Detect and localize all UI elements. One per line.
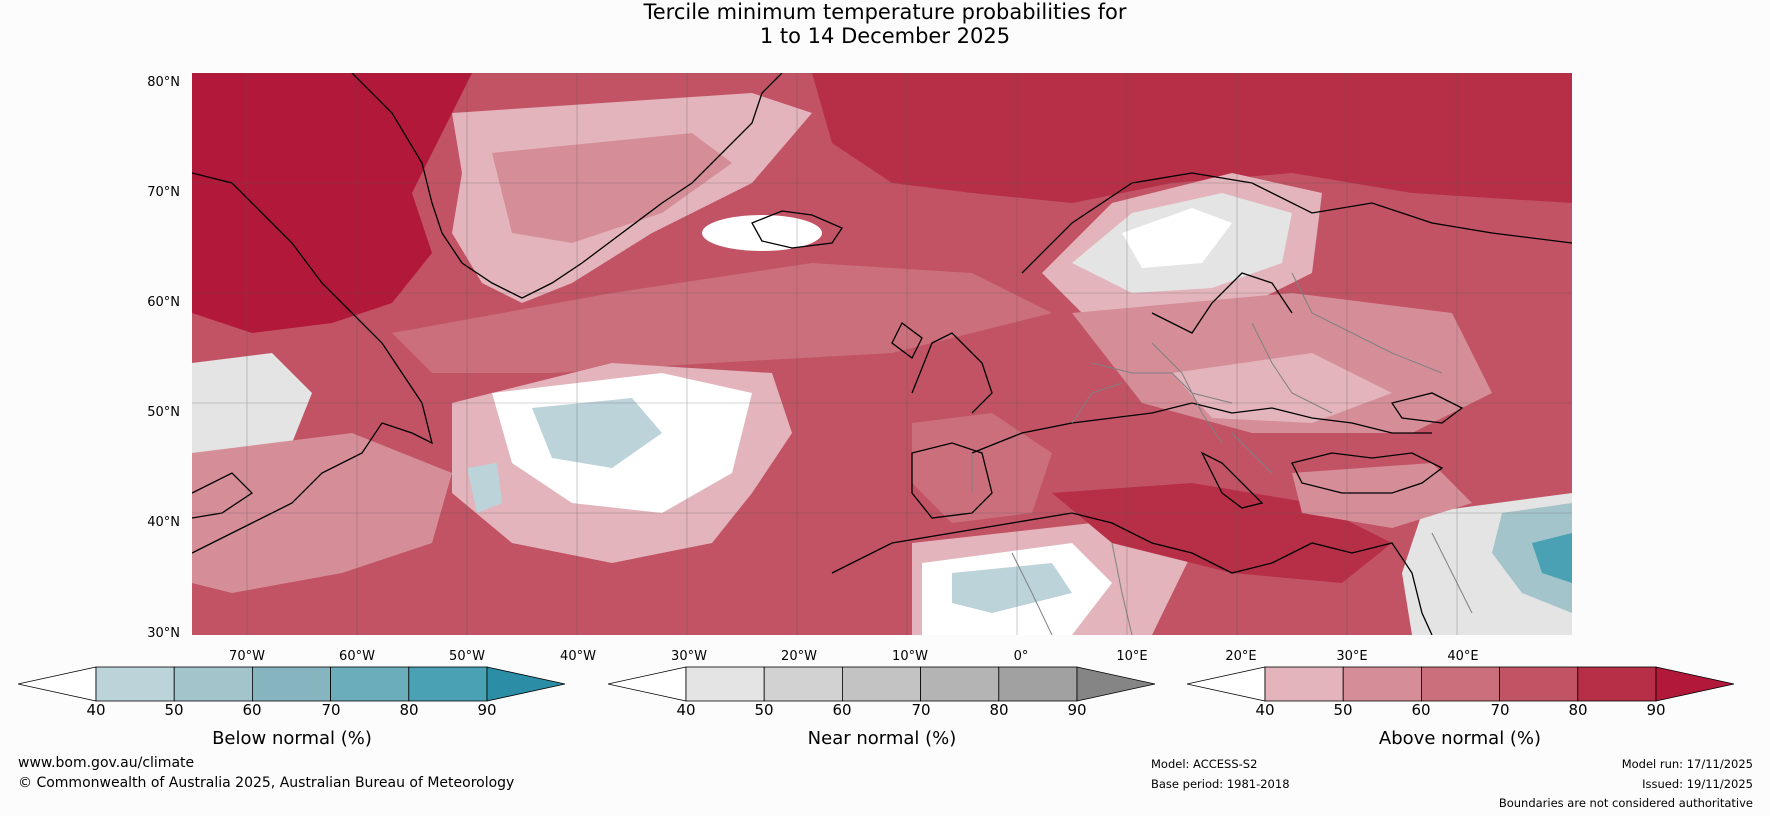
colorbar-near-tick-80: 80 bbox=[989, 701, 1009, 719]
colorbar-high-arrow bbox=[1076, 666, 1156, 702]
lat-label-60n: 60°N bbox=[147, 295, 180, 310]
colorbar-above-tick-80: 80 bbox=[1568, 701, 1588, 719]
footer-copyright: © Commonwealth of Australia 2025, Austra… bbox=[18, 775, 515, 791]
lat-label-40n: 40°N bbox=[147, 515, 180, 530]
footer-base-period: Base period: 1981-2018 bbox=[1151, 777, 1290, 791]
colorbar-above-tick-40: 40 bbox=[1255, 701, 1275, 719]
colorbar-above-normal bbox=[1187, 666, 1735, 702]
colorbar-below-normal bbox=[18, 666, 566, 702]
europe-light-region bbox=[1172, 353, 1392, 423]
lon-label-0: 0° bbox=[1013, 649, 1029, 664]
footer-disclaimer: Boundaries are not considered authoritat… bbox=[1498, 796, 1753, 810]
colorbar-segment bbox=[95, 666, 175, 702]
lon-label-10w: 10°W bbox=[892, 649, 928, 664]
lon-label-10e: 10°E bbox=[1116, 649, 1148, 664]
colorbar-high-arrow bbox=[1655, 666, 1735, 702]
iceland-white bbox=[702, 215, 822, 251]
colorbar-segment bbox=[408, 666, 488, 702]
greenland-mid-region bbox=[492, 133, 732, 243]
lon-label-30e: 30°E bbox=[1336, 649, 1368, 664]
colorbar-segment bbox=[173, 666, 253, 702]
colorbar-near-tick-50: 50 bbox=[754, 701, 774, 719]
chart-title: Tercile minimum temperature probabilitie… bbox=[0, 0, 1770, 48]
colorbar-segment bbox=[1577, 666, 1657, 702]
central-atlantic-below-normal-2 bbox=[467, 463, 502, 513]
lat-label-80n: 80°N bbox=[147, 75, 180, 90]
greenland-high-region bbox=[192, 73, 472, 333]
colorbar-segment bbox=[763, 666, 843, 702]
lon-label-30w: 30°W bbox=[671, 649, 707, 664]
colorbar-below-title: Below normal (%) bbox=[212, 728, 372, 749]
scandinavia-white bbox=[1122, 208, 1232, 268]
lat-label-30n: 30°N bbox=[147, 626, 180, 641]
lat-label-50n: 50°N bbox=[147, 405, 180, 420]
colorbar-below-tick-40: 40 bbox=[86, 701, 106, 719]
colorbar-above-tick-50: 50 bbox=[1333, 701, 1353, 719]
middle-east-below-normal-strong bbox=[1532, 533, 1572, 583]
lat-label-70n: 70°N bbox=[147, 185, 180, 200]
colorbar-below-tick-70: 70 bbox=[321, 701, 341, 719]
colorbar-near-tick-70: 70 bbox=[911, 701, 931, 719]
middle-east-below-normal bbox=[1492, 503, 1572, 613]
lon-label-60w: 60°W bbox=[339, 649, 375, 664]
lon-label-70w: 70°W bbox=[229, 649, 265, 664]
north-africa-below-normal bbox=[952, 563, 1072, 613]
title-line-1: Tercile minimum temperature probabilitie… bbox=[643, 0, 1127, 24]
lon-label-50w: 50°W bbox=[449, 649, 485, 664]
footer-model-run: Model run: 17/11/2025 bbox=[1621, 757, 1753, 771]
colorbar-low-arrow bbox=[1187, 666, 1266, 702]
colorbar-high-arrow bbox=[486, 666, 566, 702]
country-borders bbox=[971, 272, 1473, 635]
colorbar-segment bbox=[841, 666, 921, 702]
footer-website[interactable]: www.bom.gov.au/climate bbox=[18, 755, 195, 771]
colorbar-segment bbox=[1264, 666, 1344, 702]
title-line-2: 1 to 14 December 2025 bbox=[759, 24, 1011, 48]
footer-model: Model: ACCESS-S2 bbox=[1151, 757, 1258, 771]
colorbar-segment bbox=[1499, 666, 1579, 702]
north-atlantic-band bbox=[392, 263, 1052, 373]
colorbar-near-normal bbox=[608, 666, 1156, 702]
arctic-high-region bbox=[812, 73, 1572, 203]
colorbar-segment bbox=[1342, 666, 1422, 702]
lon-label-20w: 20°W bbox=[781, 649, 817, 664]
colorbar-below-tick-60: 60 bbox=[242, 701, 262, 719]
colorbar-below-tick-80: 80 bbox=[399, 701, 419, 719]
colorbar-low-arrow bbox=[608, 666, 687, 702]
colorbar-segment bbox=[251, 666, 331, 702]
colorbar-segment bbox=[330, 666, 410, 702]
colorbar-above-tick-90: 90 bbox=[1646, 701, 1666, 719]
lon-label-40e: 40°E bbox=[1447, 649, 1479, 664]
coastlines bbox=[192, 73, 1572, 635]
colorbar-above-tick-70: 70 bbox=[1490, 701, 1510, 719]
colorbar-segment bbox=[998, 666, 1078, 702]
colorbar-segment bbox=[1420, 666, 1500, 702]
colorbar-near-title: Near normal (%) bbox=[807, 728, 957, 749]
lon-label-40w: 40°W bbox=[560, 649, 596, 664]
map-canvas bbox=[192, 73, 1572, 635]
colorbar-below-tick-50: 50 bbox=[164, 701, 184, 719]
colorbar-near-tick-60: 60 bbox=[832, 701, 852, 719]
colorbar-near-tick-40: 40 bbox=[676, 701, 696, 719]
probability-map[interactable] bbox=[192, 73, 1572, 635]
colorbar-segment bbox=[920, 666, 1000, 702]
lon-label-20e: 20°E bbox=[1225, 649, 1257, 664]
colorbar-above-tick-60: 60 bbox=[1411, 701, 1431, 719]
footer-issued: Issued: 19/11/2025 bbox=[1642, 777, 1753, 791]
colorbar-above-title: Above normal (%) bbox=[1378, 728, 1542, 749]
colorbar-low-arrow bbox=[18, 666, 97, 702]
central-atlantic-below-normal bbox=[532, 398, 662, 468]
graticule bbox=[192, 73, 1572, 635]
colorbar-below-tick-90: 90 bbox=[477, 701, 497, 719]
colorbar-near-tick-90: 90 bbox=[1067, 701, 1087, 719]
colorbar-segment bbox=[685, 666, 765, 702]
